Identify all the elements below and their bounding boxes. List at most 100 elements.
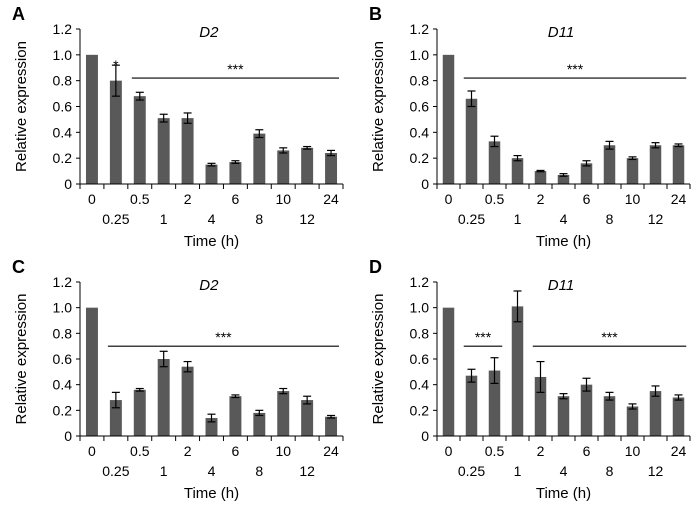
significance-label: ***: [215, 329, 232, 345]
bar: [465, 375, 478, 436]
x-axis-label: Time (h): [536, 485, 591, 502]
x-tick-label: 24: [323, 191, 339, 207]
x-tick-label: 12: [299, 211, 315, 227]
y-tick-label: 0: [64, 428, 72, 444]
bar: [181, 366, 194, 436]
bar: [253, 133, 266, 184]
bar: [465, 98, 478, 184]
bar: [133, 389, 146, 436]
x-tick-label: 0.25: [102, 211, 129, 227]
bar: [511, 158, 524, 184]
x-tick-label: 0: [445, 191, 453, 207]
panel-label: B: [369, 4, 382, 24]
bar: [301, 147, 314, 184]
y-tick-label: 0.8: [53, 325, 73, 341]
x-tick-label: 4: [560, 211, 568, 227]
bar: [277, 391, 290, 436]
x-tick-label: 6: [583, 191, 591, 207]
bar: [580, 384, 593, 436]
x-tick-label: 4: [208, 211, 216, 227]
x-tick-label: 8: [606, 211, 614, 227]
y-tick-label: 1.2: [53, 274, 73, 290]
y-tick-label: 0.6: [410, 351, 430, 367]
chart-title: D2: [199, 24, 219, 41]
x-tick-label: 0.5: [485, 191, 505, 207]
x-tick-label: 0.5: [130, 443, 150, 459]
x-tick-label: 8: [606, 463, 614, 479]
x-tick-label: 0: [88, 443, 96, 459]
x-tick-label: 1: [514, 463, 522, 479]
y-axis-label: Relative expression: [370, 41, 387, 172]
panel-label: A: [12, 4, 25, 24]
bar: [253, 412, 266, 436]
x-tick-label: 4: [560, 463, 568, 479]
bar: [85, 307, 98, 436]
y-axis-label: Relative expression: [370, 294, 387, 425]
y-tick-label: 0.6: [410, 99, 430, 115]
bar: [603, 396, 616, 436]
bar: [511, 306, 524, 436]
x-tick-label: 12: [648, 463, 664, 479]
x-axis-label: Time (h): [536, 233, 591, 250]
x-tick-label: 10: [275, 443, 291, 459]
x-tick-label: 6: [583, 443, 591, 459]
x-axis-label: Time (h): [184, 233, 239, 250]
y-tick-label: 0.8: [410, 73, 430, 89]
x-tick-label: 0: [445, 443, 453, 459]
bar: [229, 162, 242, 184]
bar: [109, 80, 122, 184]
bar: [626, 406, 639, 436]
bar: [672, 397, 685, 436]
bar: [157, 359, 170, 436]
x-tick-label: 0: [88, 191, 96, 207]
y-tick-label: 0.6: [53, 99, 73, 115]
bar: [649, 145, 662, 184]
y-tick-label: 1.0: [53, 47, 73, 63]
chart-title: D11: [548, 277, 574, 294]
y-axis-label: Relative expression: [13, 41, 30, 172]
significance-label: ***: [567, 61, 584, 77]
significance-label: ***: [227, 61, 244, 77]
x-tick-label: 24: [671, 443, 687, 459]
x-tick-label: 1: [514, 211, 522, 227]
x-tick-label: 10: [275, 191, 291, 207]
y-tick-label: 0.8: [53, 73, 73, 89]
x-tick-label: 0.5: [485, 443, 505, 459]
x-tick-label: 8: [255, 463, 263, 479]
bar: [109, 400, 122, 436]
bar: [488, 141, 501, 184]
y-tick-label: 0.6: [53, 351, 73, 367]
x-tick-label: 0.25: [458, 211, 485, 227]
y-tick-label: 1.2: [410, 274, 430, 290]
x-tick-label: 4: [208, 463, 216, 479]
y-axis-label: Relative expression: [13, 294, 30, 425]
bar: [442, 307, 455, 436]
bar: [626, 158, 639, 184]
bar: [325, 416, 338, 436]
x-tick-label: 12: [648, 211, 664, 227]
bar: [157, 118, 170, 184]
y-tick-label: 0.4: [53, 377, 73, 393]
x-tick-label: 1: [160, 463, 168, 479]
bar: [277, 150, 290, 184]
y-tick-label: 1.0: [53, 300, 73, 316]
x-tick-label: 2: [537, 191, 545, 207]
bar: [488, 370, 501, 436]
y-tick-label: 1.2: [410, 21, 430, 37]
bar: [534, 376, 547, 436]
panel-label: C: [12, 257, 25, 277]
y-tick-label: 1.2: [53, 21, 73, 37]
y-tick-label: 0: [64, 176, 72, 192]
x-tick-label: 0.25: [458, 463, 485, 479]
x-tick-label: 0.25: [102, 463, 129, 479]
bar: [580, 163, 593, 184]
x-tick-label: 12: [299, 463, 315, 479]
bar: [85, 54, 98, 185]
x-tick-label: 10: [625, 443, 641, 459]
y-tick-label: 0: [421, 428, 429, 444]
x-tick-label: 6: [232, 191, 240, 207]
x-tick-label: 6: [232, 443, 240, 459]
x-tick-label: 10: [625, 191, 641, 207]
bar: [181, 118, 194, 184]
y-tick-label: 0.4: [410, 124, 430, 140]
